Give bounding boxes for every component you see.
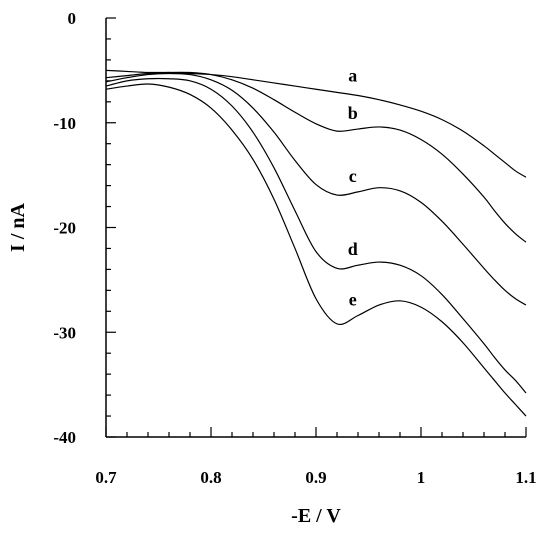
x-tick-label: 0.7 [95,468,117,487]
axes [105,18,526,438]
x-tick-label: 0.8 [200,468,221,487]
y-tick-label: -20 [53,219,76,238]
curve-labels: ab c d e [348,66,358,310]
y-tick-label: -30 [53,323,76,342]
series-line-a [105,69,527,178]
series-label-c: c [349,166,357,186]
x-tick-label: 0.9 [305,468,326,487]
x-tick-label: 1.1 [515,468,536,487]
y-tick-label: 0 [68,9,77,28]
series-label-e: e [349,289,357,309]
series-label-d: d [348,239,358,259]
y-axis-title: I / nA [7,202,29,251]
x-tick-label: 1 [417,468,426,487]
series-line-b [105,71,527,243]
series-label-a: a [348,66,357,86]
x-axis-title: -E / V [291,505,341,527]
y-tick-label: -10 [53,114,76,133]
series-line-d [105,77,527,394]
series-label-b: b [348,103,358,123]
curves [105,69,527,417]
axis-ticks [105,17,527,438]
y-tick-label: -40 [53,428,76,447]
series-line-c [105,72,527,306]
tick-labels: 0.7 0.8 0.9 1 1.1 0 -10 -20 -30 -40 [53,9,536,487]
series-line-e [105,83,527,417]
